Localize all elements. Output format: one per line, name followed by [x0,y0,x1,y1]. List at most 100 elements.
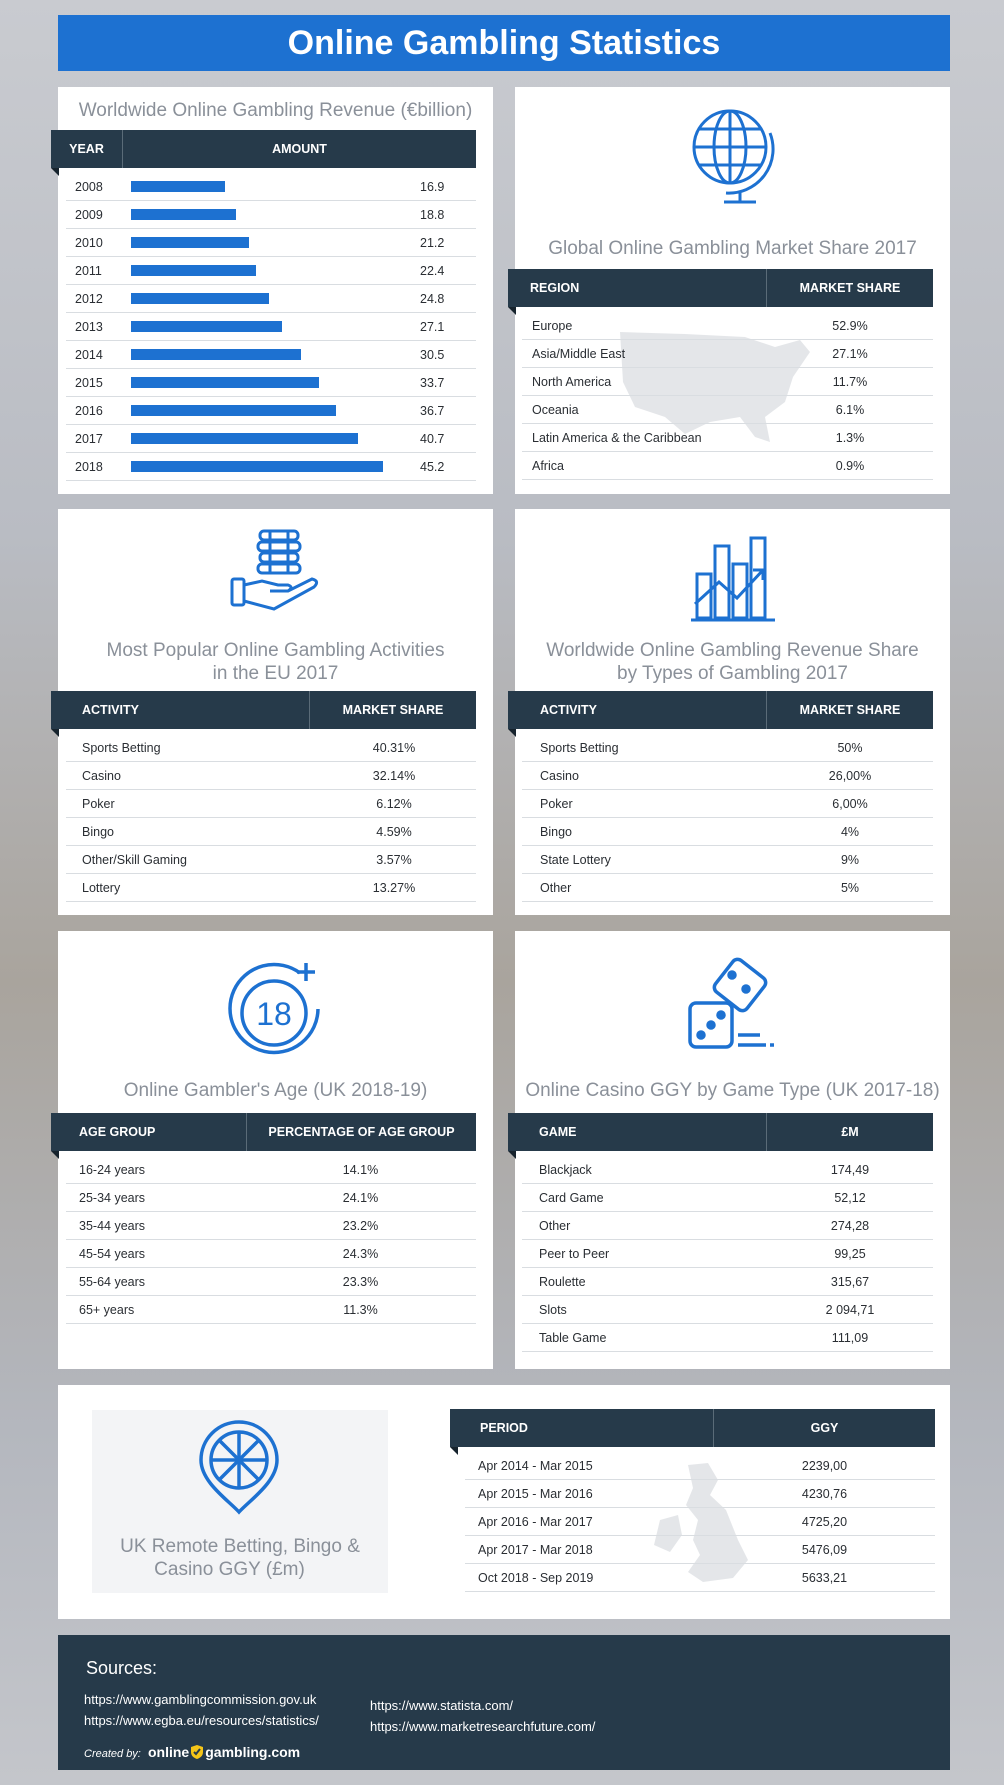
row-label: Other/Skill Gaming [82,852,187,867]
row-value: 27.1% [832,346,868,361]
source-link-1[interactable]: https://www.gamblingcommission.gov.uk [84,1692,317,1707]
row-value: 23.2% [342,1218,379,1233]
row-label: Bingo [82,824,114,839]
row-label: 25-34 years [79,1190,146,1205]
revenue-bar [131,377,319,388]
row-label: Oceania [532,402,579,417]
col-region: REGION [530,281,580,295]
row-value: 111,09 [831,1330,869,1345]
revenue-types-title-1: Worldwide Online Gambling Revenue Share [546,640,919,661]
year-label: 2018 [75,459,103,474]
table-row: 2012 24.8 [66,285,476,313]
table-row: Apr 2017 - Mar 2018 5476,09 [465,1536,935,1564]
table-row: Europe 52.9% [522,312,933,340]
source-link-3[interactable]: https://www.statista.com/ [370,1698,514,1713]
row-label: 16-24 years [79,1162,146,1177]
uk-remote-title-1: UK Remote Betting, Bingo & [120,1536,360,1557]
table-row: 2009 18.8 [66,201,476,229]
row-label: Poker [82,796,115,811]
col-game: GAME [539,1125,577,1139]
value-label: 30.5 [420,347,445,362]
value-label: 33.7 [420,375,445,390]
row-value: 11.3% [343,1302,378,1317]
uk-remote-rows: Apr 2014 - Mar 2015 2239,00 Apr 2015 - Mar… [465,1452,935,1592]
source-link-2[interactable]: https://www.egba.eu/resources/statistics… [84,1713,319,1728]
row-value: 52,12 [834,1190,866,1205]
row-label: 35-44 years [79,1218,146,1233]
revenue-bar [131,181,226,192]
revenue-bar [131,461,383,472]
revenue-rows: 2008 16.9 2009 18.8 2010 21.2 2011 22.4 2012 24.8… [66,173,476,481]
table-row: 55-64 years 23.3% [66,1268,476,1296]
value-label: 21.2 [420,235,445,250]
row-label: Poker [540,796,573,811]
market-share-rows: Europe 52.9% Asia/Middle East 27.1% North Am… [522,312,933,480]
row-label: Peer to Peer [539,1246,610,1261]
col-percentage: PERCENTAGE OF AGE GROUP [268,1125,455,1139]
table-row: Poker 6.12% [66,790,476,818]
revenue-bar [131,293,270,304]
row-label: Africa [532,458,564,473]
col-age-group: AGE GROUP [79,1125,156,1139]
row-value: 23.3% [342,1274,379,1289]
col-market-share: MARKET SHARE [799,281,901,295]
row-label: Apr 2014 - Mar 2015 [478,1458,593,1473]
table-row: Sports Betting 50% [522,734,933,762]
table-row: Africa 0.9% [522,452,933,480]
table-row: Poker 6,00% [522,790,933,818]
table-row: 2016 36.7 [66,397,476,425]
table-row: Casino 32.14% [66,762,476,790]
casino-table-header: GAME £M [508,1113,933,1159]
row-value: 0.9% [835,458,865,473]
row-label: Sports Betting [540,740,619,755]
table-row: Card Game 52,12 [522,1184,933,1212]
row-value: 14.1% [342,1162,379,1177]
revenue-types-table-header: ACTIVITY MARKET SHARE [508,691,933,737]
page-title: Online Gambling Statistics [58,15,950,71]
col-market-share: MARKET SHARE [342,703,444,717]
table-row: Casino 26,00% [522,762,933,790]
table-row: State Lottery 9% [522,846,933,874]
table-row: Apr 2014 - Mar 2015 2239,00 [465,1452,935,1480]
table-row: North America 11.7% [522,368,933,396]
table-row: Bingo 4% [522,818,933,846]
row-label: Roulette [539,1274,586,1289]
row-value: 4.59% [376,824,412,839]
created-by-label: Created by: [84,1748,141,1760]
revenue-types-title-2: by Types of Gambling 2017 [617,663,848,684]
row-label: North America [532,374,612,389]
year-label: 2008 [75,179,103,194]
row-value: 24.1% [342,1190,379,1205]
brand-logo[interactable]: online gambling.com [148,1744,300,1760]
bar-chart-icon [691,536,775,622]
uk-flag-pin-icon [199,1420,279,1515]
revenue-bar [131,265,256,276]
shield-check-icon [191,1745,204,1759]
table-row: 2008 16.9 [66,173,476,201]
revenue-types-rows: Sports Betting 50% Casino 26,00% Poker 6,00% B… [522,734,933,902]
eu-activities-table-header: ACTIVITY MARKET SHARE [51,691,476,737]
year-label: 2013 [75,319,103,334]
source-link-4[interactable]: https://www.marketresearchfuture.com/ [370,1719,596,1734]
value-label: 27.1 [420,319,445,334]
row-label: Other [540,880,572,895]
table-row: Slots 2 094,71 [522,1296,933,1324]
col-market-share: MARKET SHARE [799,703,901,717]
row-value: 1.3% [835,430,865,445]
row-value: 4% [840,824,860,839]
revenue-bar [131,349,302,360]
row-label: Casino [540,768,579,783]
age-icon-text: 18 [256,996,292,1032]
dice-icon [688,957,774,1049]
table-row: 16-24 years 14.1% [66,1156,476,1184]
row-value: 2239,00 [801,1458,848,1473]
coins-hand-icon [230,529,319,611]
value-label: 18.8 [420,207,445,222]
eu-activities-title-1: Most Popular Online Gambling Activities [106,640,445,661]
table-row: Bingo 4.59% [66,818,476,846]
table-row: Other 5% [522,874,933,902]
row-label: Casino [82,768,121,783]
uk-remote-table-header: PERIOD GGY [450,1409,935,1455]
row-value: 50% [837,740,863,755]
year-label: 2012 [75,291,103,306]
